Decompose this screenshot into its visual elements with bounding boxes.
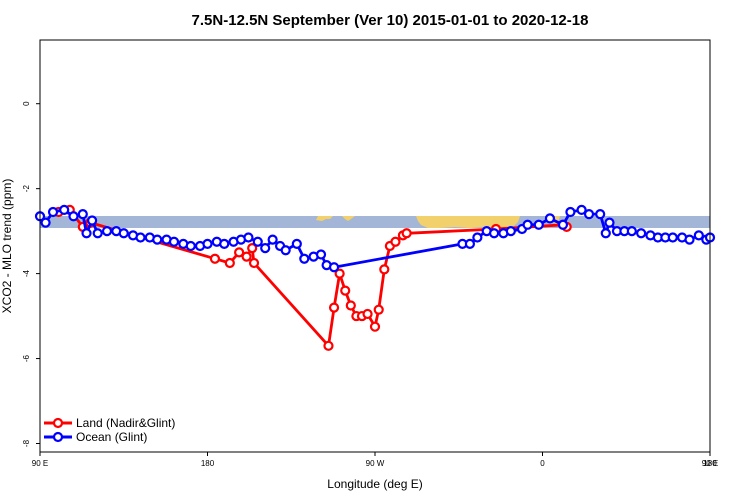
ocean-point	[489, 228, 500, 239]
ocean-point	[684, 234, 695, 245]
ocean-point	[291, 238, 302, 249]
ocean-point	[202, 238, 213, 249]
y-tick-label-2: -4	[22, 270, 31, 278]
land-point	[373, 304, 384, 315]
y-axis: -8 -6 -4 -2 0	[22, 101, 40, 447]
ocean-point	[636, 228, 647, 239]
ocean-point	[47, 206, 59, 218]
y-tick-label-4: 0	[22, 101, 31, 106]
land-point	[224, 257, 235, 269]
land-point	[323, 340, 334, 351]
ocean-point	[533, 219, 544, 230]
ocean-point	[87, 215, 98, 226]
ocean-point	[595, 209, 606, 220]
ocean-point	[600, 228, 611, 239]
land-point	[401, 228, 412, 239]
legend-ocean-marker	[52, 431, 64, 443]
plot-frame	[39, 39, 711, 453]
x-axis-label: Longitude (deg E)	[327, 477, 422, 491]
land-point	[379, 264, 390, 275]
chart-title: 7.5N-12.5N September (Ver 10) 2015-01-01…	[192, 12, 589, 29]
ocean-point	[77, 209, 88, 220]
landmass-americas	[312, 216, 355, 221]
legend-land-label: Land (Nadir&Glint)	[76, 416, 175, 430]
land-point	[345, 300, 356, 311]
land-point	[369, 321, 381, 332]
ocean-point	[280, 245, 291, 256]
ocean-point	[464, 238, 476, 249]
x-tick-label-2: 90 W	[366, 459, 385, 468]
land-point	[340, 285, 351, 296]
y-tick-label-1: -6	[22, 354, 31, 362]
ocean-point	[118, 228, 129, 239]
ocean-point	[315, 249, 327, 260]
ocean-point	[505, 226, 516, 237]
legend-land-marker	[52, 417, 64, 429]
y-tick-label-3: -2	[22, 185, 31, 193]
series-ocean	[34, 204, 716, 273]
ocean-point	[557, 219, 569, 230]
ocean-point	[40, 217, 51, 228]
legend: Land (Nadir&Glint) Ocean (Glint)	[44, 416, 175, 444]
ocean-point	[219, 238, 230, 249]
ocean-point	[328, 262, 340, 273]
ocean-point	[299, 253, 310, 264]
land-point	[241, 251, 252, 262]
x-tick-label-0: 90 E	[32, 459, 48, 468]
ocean-point	[626, 226, 637, 237]
land-point	[362, 308, 373, 320]
landmass-africa	[416, 216, 520, 228]
ocean-point	[576, 204, 587, 215]
ocean-point	[267, 234, 278, 245]
legend-ocean-label: Ocean (Glint)	[76, 430, 147, 444]
ocean-point	[243, 232, 254, 243]
land-point	[234, 247, 245, 258]
ocean-point	[693, 230, 704, 241]
land-point	[209, 253, 221, 264]
ocean-point	[81, 228, 92, 239]
ocean-point	[565, 206, 576, 218]
y-axis-label: XCO2 - MLO trend (ppm)	[0, 179, 14, 314]
ocean-point	[583, 209, 595, 220]
ocean-point	[152, 234, 163, 245]
ocean-point	[59, 204, 70, 215]
land-point	[390, 236, 401, 247]
ocean-point	[522, 219, 533, 230]
y-tick-label-0: -8	[22, 439, 31, 447]
ocean-point	[667, 232, 678, 243]
ocean-point	[101, 226, 113, 237]
land-point	[328, 302, 340, 313]
ocean-point	[68, 211, 79, 222]
ocean-point	[135, 232, 146, 243]
series-layer	[34, 204, 716, 351]
x-tick-label-1: 180	[201, 459, 215, 468]
x-tick-label-4: 90 E	[702, 459, 718, 468]
x-tick-label-5: 180	[703, 459, 717, 468]
ocean-point	[604, 217, 615, 228]
land-point	[334, 268, 345, 279]
land-point	[248, 257, 260, 269]
ocean-point	[92, 228, 103, 239]
x-tick-label-3: 0	[540, 459, 545, 468]
land-point	[247, 243, 258, 254]
ocean-point	[472, 232, 483, 243]
ocean-point	[260, 243, 271, 254]
ocean-point	[185, 240, 196, 252]
series-land	[53, 204, 572, 351]
ocean-point	[252, 236, 263, 247]
ocean-point	[544, 213, 556, 224]
ocean-point	[168, 236, 180, 247]
